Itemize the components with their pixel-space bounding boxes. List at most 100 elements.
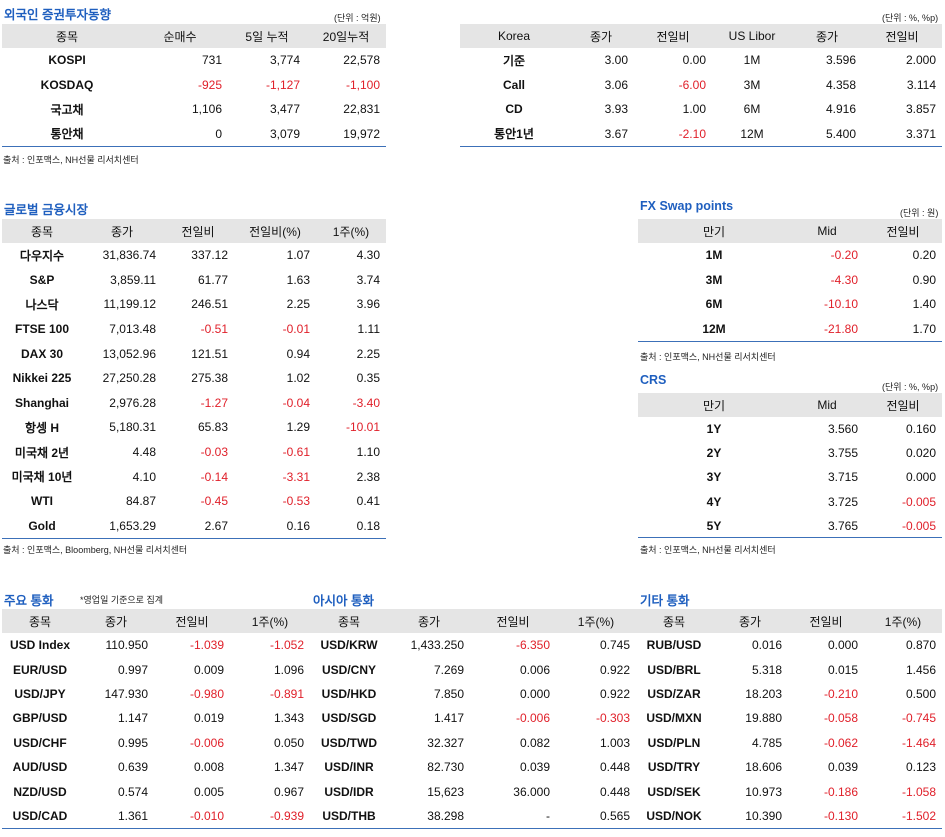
cell-value: 1.63 <box>286 272 310 287</box>
cell-value: 4.785 <box>751 735 782 750</box>
column-header: 1주(%) <box>864 609 942 633</box>
row-label: 통안1년 <box>460 121 568 147</box>
column-header: 종목 <box>2 609 78 633</box>
cell-value: 1,653.29 <box>82 513 162 539</box>
cell-value: -1.27 <box>200 395 228 410</box>
cell-value: 11,199.12 <box>103 297 157 312</box>
foreign-title: 외국인 증권투자동향 <box>4 8 111 22</box>
row-label: 2Y <box>706 446 722 461</box>
crs-unit: (단위 : %, %p) <box>882 382 939 392</box>
rates-table: Korea 종가 전일비 US Libor 종가 전일비 기준 3.00 0.00 1M 3.596… <box>460 24 942 147</box>
row-label: USD/NOK <box>636 803 712 829</box>
row-label: USD/INR <box>324 760 374 775</box>
cell-value: 7.850 <box>433 686 464 701</box>
cell-value: -1.502 <box>864 803 942 829</box>
table-row: 통안채 0 3,079 19,972 <box>2 121 386 147</box>
global-source: 출처 : 인포맥스, Bloomberg, NH선물 리서치센터 <box>3 545 188 555</box>
cell-value: 3.560 <box>827 422 858 437</box>
row-label: 5Y <box>638 513 790 539</box>
cell-value: 2.25 <box>356 346 380 361</box>
cell-value: 0.039 <box>519 760 550 775</box>
major-currency-memo: *영업일 기준으로 집계 <box>80 595 164 605</box>
column-header: 종가 <box>388 609 470 633</box>
row-label: 4Y <box>706 494 722 509</box>
row-label: FTSE 100 <box>14 322 70 337</box>
column-header: 만기 <box>638 219 790 243</box>
cell-value: 1.10 <box>356 445 380 460</box>
cell-value: -6.350 <box>515 638 550 653</box>
fxswap-source: 출처 : 인포맥스, NH선물 리서치센터 <box>640 352 776 362</box>
cell-value: 4.916 <box>825 102 856 117</box>
table-row: EUR/USD 0.997 0.009 1.096 USD/CNY 7.269 0.006 0… <box>2 657 942 681</box>
cell-value: 275.38 <box>191 371 228 386</box>
table-header-row: 종목 순매수 5일 누적 20일누적 <box>2 24 386 48</box>
cell-value: 0.565 <box>556 803 636 829</box>
cell-value: 1.347 <box>273 760 304 775</box>
cell-value: 0.082 <box>519 735 550 750</box>
cell-value: 12M <box>712 121 792 147</box>
row-label: USD/TRY <box>647 760 701 775</box>
column-header: US Libor <box>712 24 792 48</box>
cell-value: 1.096 <box>273 662 304 677</box>
cell-value: 0.16 <box>234 513 316 539</box>
table-row: USD/JPY 147.930 -0.980 -0.891 USD/HKD 7.850 0.… <box>2 682 942 706</box>
cell-value: 18.203 <box>745 686 782 701</box>
row-label: 3M <box>705 272 723 287</box>
row-label: USD/PLN <box>647 735 701 750</box>
column-header: 종목 <box>2 219 82 243</box>
row-label: 기준 <box>502 53 526 68</box>
cell-value: 0.000 <box>519 686 550 701</box>
cell-value: -0.01 <box>282 322 310 337</box>
cell-value: 3.755 <box>827 446 858 461</box>
table-row: KOSDAQ -925 -1,127 -1,100 <box>2 73 386 98</box>
table-header-row: Korea 종가 전일비 US Libor 종가 전일비 <box>460 24 942 48</box>
cell-value: -10.10 <box>823 297 858 312</box>
cell-value: 2.38 <box>356 469 380 484</box>
table-row: USD Index 110.950 -1.039 -1.052 USD/KRW 1,433… <box>2 633 942 657</box>
cell-value: 5.400 <box>792 121 862 147</box>
row-label: USD Index <box>9 638 70 653</box>
table-row: 1M -0.20 0.20 <box>638 243 942 268</box>
cell-value: 0.922 <box>599 662 630 677</box>
column-header: 종목 <box>636 609 712 633</box>
row-label: USD/CAD <box>2 803 78 829</box>
cell-value: 36.000 <box>513 784 550 799</box>
cell-value: 0.997 <box>117 662 148 677</box>
column-header: 전일비 <box>864 393 942 417</box>
cell-value: 1,106 <box>191 102 222 117</box>
cell-value: -0.04 <box>282 395 310 410</box>
column-header: 5일 누적 <box>228 24 306 48</box>
table-row: 3Y 3.715 0.000 <box>638 465 942 489</box>
global-table: 종목 종가 전일비 전일비(%) 1주(%) 다우지수 31,836.74 337.12 1.0… <box>2 219 386 539</box>
cell-value: 10.390 <box>712 803 788 829</box>
table-row: CD 3.93 1.00 6M 4.916 3.857 <box>460 97 942 122</box>
cell-value: 3,079 <box>228 121 306 147</box>
cell-value: 10.973 <box>745 784 782 799</box>
row-label: 1Y <box>706 422 722 437</box>
column-header: 종가 <box>792 24 862 48</box>
row-label: USD/CNY <box>321 662 376 677</box>
fxswap-table: 만기 Mid 전일비 1M -0.20 0.20 3M -4.30 0.90 6M -10.10 1.… <box>638 219 942 342</box>
cell-value: 0.639 <box>117 760 148 775</box>
cell-value: -0.186 <box>823 784 858 799</box>
row-label: USD/THB <box>310 803 388 829</box>
cell-value: 0.500 <box>905 686 936 701</box>
cell-value: 3M <box>743 77 761 92</box>
cell-value: 0.160 <box>905 422 936 437</box>
cell-value: 0.019 <box>193 711 224 726</box>
cell-value: 0.00 <box>682 53 706 68</box>
cell-value: 0.35 <box>356 371 380 386</box>
row-label: 나스닥 <box>25 297 59 312</box>
crs-title: CRS <box>640 373 667 387</box>
row-label: NZD/USD <box>13 784 67 799</box>
cell-value: 3.00 <box>604 53 628 68</box>
row-label: 국고채 <box>50 102 84 117</box>
row-label: USD/HKD <box>321 686 377 701</box>
cell-value: 2,976.28 <box>109 395 156 410</box>
cell-value: -0.010 <box>154 803 230 829</box>
column-header: 순매수 <box>132 24 228 48</box>
cell-value: 0.448 <box>599 760 630 775</box>
cell-value: 38.298 <box>388 803 470 829</box>
cell-value: 2.000 <box>905 53 936 68</box>
row-label: 1M <box>705 248 723 263</box>
